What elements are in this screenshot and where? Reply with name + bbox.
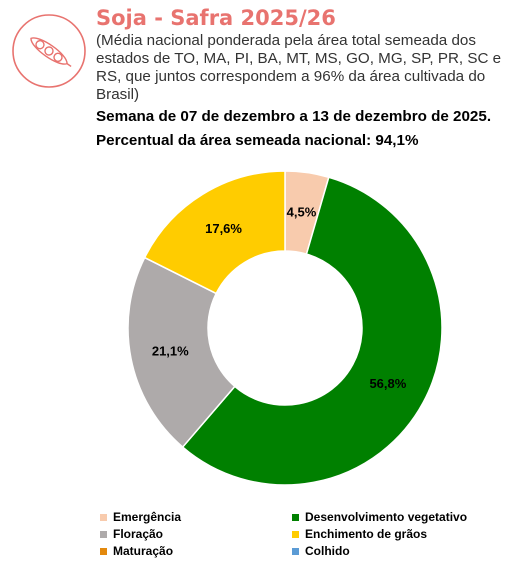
legend-item-colhido: Colhido xyxy=(292,544,350,558)
data-label-emergencia: 4,5% xyxy=(287,205,317,220)
legend-item-emergencia: Emergência xyxy=(100,510,181,524)
chart-subtitle: (Média nacional ponderada pela área tota… xyxy=(96,32,502,103)
legend-swatch xyxy=(292,513,299,521)
data-label-floracao: 21,1% xyxy=(152,344,189,359)
chart-title: Soja - Safra 2025/26 xyxy=(96,6,336,30)
legend-label: Floração xyxy=(113,527,164,541)
legend-item-enchimento-de-graos: Enchimento de grãos xyxy=(292,527,427,541)
legend-label: Enchimento de grãos xyxy=(305,527,428,541)
legend-swatch xyxy=(100,547,107,555)
slice-desenvolvimento-vegetativo xyxy=(181,176,443,486)
legend-swatch xyxy=(292,530,299,538)
slice-floracao xyxy=(127,256,236,449)
legend-label: Colhido xyxy=(305,544,350,558)
legend-swatch xyxy=(292,547,299,555)
week-range: Semana de 07 de dezembro a 13 de dezembr… xyxy=(96,108,492,125)
slice-enchimento-de-graos xyxy=(143,170,286,295)
soybean-pod-icon xyxy=(12,14,86,88)
legend-swatch xyxy=(100,530,107,538)
data-label-enchimento-de-graos: 17,6% xyxy=(205,221,242,236)
legend-label: Emergência xyxy=(113,510,182,524)
data-label-desenvolvimento-vegetativo: 56,8% xyxy=(369,376,406,391)
legend-item-desenvolvimento-vegetativo: Desenvolvimento vegetativo xyxy=(292,510,467,524)
legend-swatch xyxy=(100,513,107,521)
legend-label: Desenvolvimento vegetativo xyxy=(305,510,468,524)
national-sown-percentage: Percentual da área semeada nacional: 94,… xyxy=(96,132,419,149)
legend-label: Maturação xyxy=(113,544,174,558)
legend-item-floracao: Floração xyxy=(100,527,163,541)
legend-item-maturacao: Maturação xyxy=(100,544,173,558)
